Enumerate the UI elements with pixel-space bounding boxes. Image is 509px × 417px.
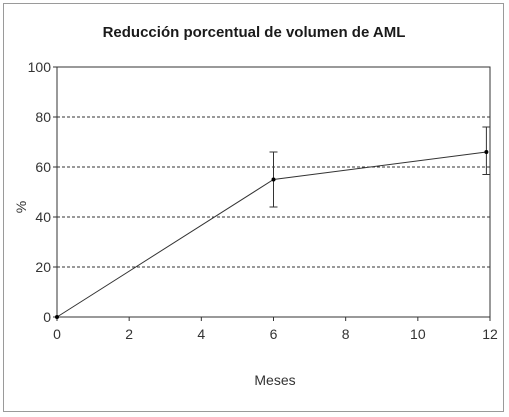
data-point-0 — [55, 315, 59, 319]
x-tick-label-4: 4 — [197, 326, 205, 342]
data-point-2 — [484, 150, 489, 154]
data-series — [55, 126, 491, 319]
data-point-1 — [271, 177, 276, 182]
y-tick-label-20: 20 — [35, 259, 51, 275]
y-axis-ticks: 0 20 40 60 80 100 — [28, 59, 57, 325]
chart-title: Reducción porcentual de volumen de AML — [103, 24, 406, 41]
y-tick-label-60: 60 — [35, 159, 51, 175]
x-tick-label-12: 12 — [482, 326, 498, 342]
x-tick-label-8: 8 — [342, 326, 350, 342]
y-tick-label-40: 40 — [35, 209, 51, 225]
x-axis-label: Meses — [254, 372, 295, 388]
x-axis-ticks: 0 2 4 6 8 10 12 — [53, 317, 498, 342]
y-tick-label-0: 0 — [43, 309, 51, 325]
x-tick-label-2: 2 — [125, 326, 133, 342]
x-tick-label-0: 0 — [53, 326, 61, 342]
chart-frame — [3, 3, 504, 412]
y-tick-label-100: 100 — [28, 59, 52, 75]
series-line-0 — [56, 151, 487, 318]
y-tick-label-80: 80 — [35, 109, 51, 125]
y-axis-label: % — [13, 201, 29, 213]
x-tick-label-10: 10 — [410, 326, 426, 342]
x-tick-label-6: 6 — [270, 326, 278, 342]
